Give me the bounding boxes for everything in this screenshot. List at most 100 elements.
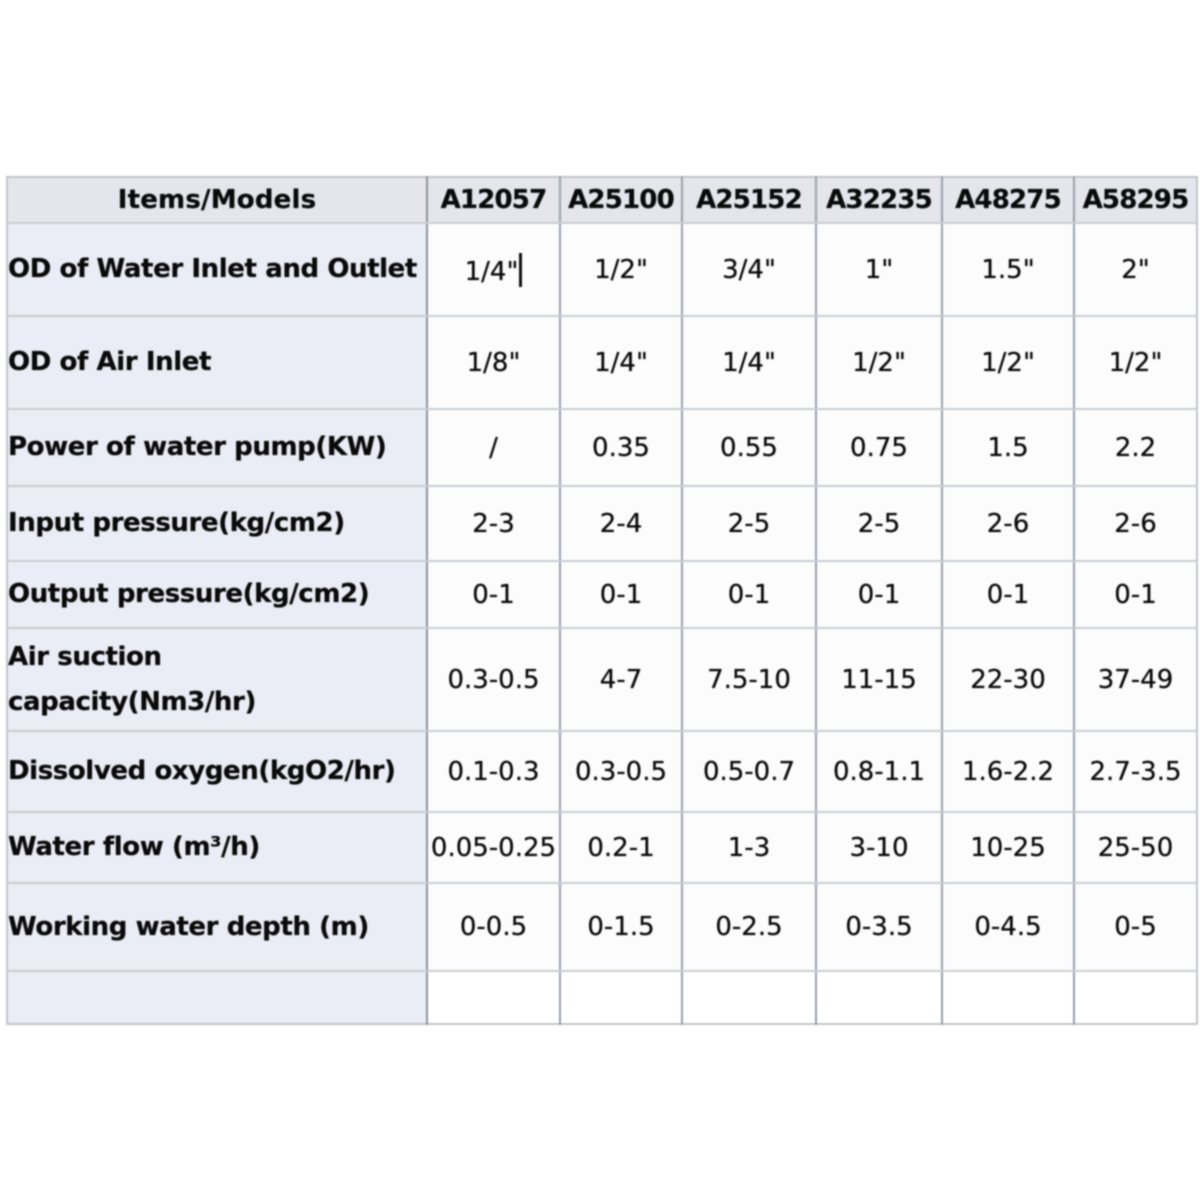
cell-value: 0.05-0.25 [430,832,557,863]
cell-value: 2.7-3.5 [1089,756,1182,787]
cell-value: 1.6-2.2 [961,756,1055,787]
cell-value: 3/4" [722,254,776,285]
table-cell: 0.75 [816,409,943,487]
column-header-a48275: A48275 [942,177,1075,224]
cell-value: 0-1 [986,579,1030,610]
row-label: Dissolved oxygen(kgO2/hr) [7,731,428,813]
cell-value: 0-1 [727,579,771,610]
cell-value: 1-3 [727,832,771,863]
table-row: OD of Water Inlet and Outlet 1/4" 1/2" 3… [7,223,1197,317]
items-models-header: Items/Models [7,177,428,224]
row-label: OD of Water Inlet and Outlet [7,223,428,317]
cell-value: 1/4" [722,347,776,378]
cell-value: 2-4 [599,508,643,539]
column-header-a58295: A58295 [1074,177,1197,224]
table-cell [1074,971,1197,1024]
table-cell: 2-3 [427,486,561,562]
row-label: Power of water pump(KW) [7,409,428,487]
table-cell: 2-6 [1074,486,1197,562]
table-cell: 0-1 [682,561,817,629]
table-row: Output pressure(kg/cm2) 0-1 0-1 0-1 0-1 … [7,561,1197,629]
cell-value: 7.5-10 [707,664,791,695]
cell-value: 0-5 [1114,912,1157,942]
cell-value: 25-50 [1097,832,1174,863]
table-row: Power of water pump(KW) / 0.35 0.55 0.75… [7,409,1197,487]
cell-value: 0-1 [857,579,901,610]
table-cell: 1/4" [560,316,683,410]
table-cell: 0.35 [560,409,683,487]
table-cell: 0-1 [816,561,943,629]
table-cell: 0.5-0.7 [682,731,817,813]
column-header-a25152: A25152 [682,177,817,224]
cell-value: 0-1 [599,579,643,610]
table-cell: 0-1 [560,561,683,629]
cell-value: 0.55 [720,432,778,463]
cell-value: 1.5 [987,432,1029,463]
table-cell: 1.6-2.2 [942,731,1075,813]
table-cell [560,971,683,1024]
table-cell: 1/8" [427,316,561,410]
table-cell: 2.2 [1074,409,1197,487]
row-label: Working water depth (m) [7,883,428,972]
text-caret [519,252,523,287]
cell-value: 2" [1121,254,1150,285]
cell-value: 0-3.5 [845,912,913,942]
table-cell: 2.7-3.5 [1074,731,1197,813]
row-label [7,971,428,1024]
table-row: Air suction capacity(Nm3/hr) 0.3-0.5 4-7… [7,628,1197,732]
table-cell: 0-1 [427,561,561,629]
table-row: Water flow (m³/h) 0.05-0.25 0.2-1 1-3 3-… [7,812,1197,884]
cell-value: 2-5 [857,508,901,539]
table-cell: 1-3 [682,812,817,884]
table-cell: 1.5" [942,223,1075,317]
cell-value: 2-3 [472,508,515,539]
table-cell: 0.3-0.5 [560,731,683,813]
table-cell [682,971,817,1024]
cell-value: 10-25 [970,832,1046,863]
cell-value: 0-1.5 [587,912,655,942]
cell-value: 1/2" [981,347,1035,378]
spec-table-container: Items/Models A12057 A25100 A25152 A32235… [6,176,1198,1025]
table-cell: 1/2" [1074,316,1197,410]
cell-value: 0.8-1.1 [832,756,926,787]
cell-value: 1/2" [1108,347,1163,378]
cell-value: 1/8" [466,347,521,378]
table-cell: 22-30 [942,628,1075,732]
cell-value: 0.2-1 [587,832,655,863]
table-cell: 0-3.5 [816,883,943,972]
header-row: Items/Models A12057 A25100 A25152 A32235… [7,177,1197,224]
table-cell: 1/4" [427,223,561,317]
table-cell: 0.05-0.25 [427,812,561,884]
table-cell: 2-6 [942,486,1075,562]
cell-value: 1/2" [594,254,648,285]
row-label: OD of Air Inlet [7,316,428,410]
table-cell: 0-1 [942,561,1075,629]
cell-value: 2-6 [1114,508,1157,539]
row-label: Air suction capacity(Nm3/hr) [7,628,428,732]
cell-value: 0.3-0.5 [447,664,540,695]
column-header-a32235: A32235 [816,177,943,224]
cell-value: 0.35 [592,432,650,463]
table-cell: 7.5-10 [682,628,817,732]
cell-value: / [489,432,498,463]
cell-value: 4-7 [599,664,643,695]
cell-value: 0-4.5 [974,912,1042,942]
column-header-a12057: A12057 [427,177,561,224]
cell-value: 3-10 [849,832,909,863]
table-cell: 0.8-1.1 [816,731,943,813]
cell-value: 1/2" [852,347,906,378]
table-row: Dissolved oxygen(kgO2/hr) 0.1-0.3 0.3-0.… [7,731,1197,813]
table-cell [942,971,1075,1024]
table-cell: 3-10 [816,812,943,884]
table-cell: 0-2.5 [682,883,817,972]
table-cell: 0-1.5 [560,883,683,972]
table-cell: 37-49 [1074,628,1197,732]
table-cell: 0-1 [1074,561,1197,629]
table-cell: 1/2" [816,316,943,410]
row-label: Output pressure(kg/cm2) [7,561,428,629]
table-cell: 1.5 [942,409,1075,487]
table-cell: 2-5 [816,486,943,562]
table-cell: 10-25 [942,812,1075,884]
table-cell: 0.2-1 [560,812,683,884]
cell-value: 1" [864,254,894,285]
